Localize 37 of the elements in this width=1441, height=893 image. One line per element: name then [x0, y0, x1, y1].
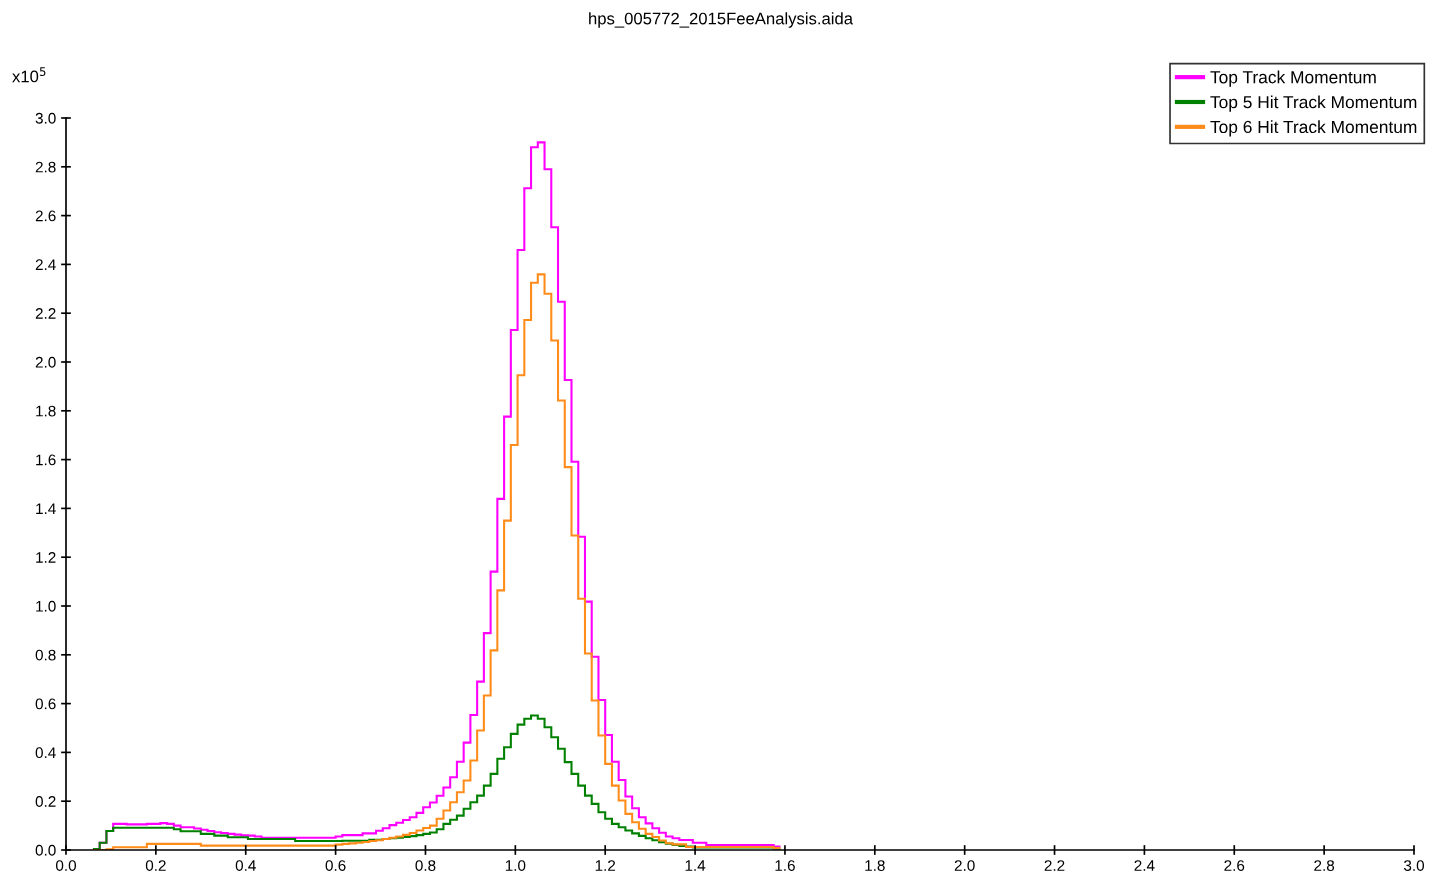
y-tick-label: 0.8	[35, 649, 56, 661]
x-tick-label: 2.0	[954, 860, 975, 871]
x-tick-label: 0.6	[325, 860, 346, 871]
x-tick-label: 0.0	[55, 860, 77, 871]
y-tick-label: 0.0	[35, 844, 56, 856]
x-tick-label: 2.6	[1224, 860, 1245, 871]
y-tick-label: 2.6	[35, 210, 56, 222]
x-tick-label: 2.4	[1134, 860, 1155, 871]
y-tick-label: 2.0	[35, 356, 56, 368]
y-tick-label: 2.2	[35, 308, 56, 319]
legend-label: Top 5 Hit Track Momentum	[1210, 95, 1417, 112]
y-tick-label: 2.4	[35, 259, 56, 270]
legend-label: Top Track Momentum	[1210, 70, 1376, 87]
x-tick-label: 3.0	[1403, 860, 1425, 871]
x-tick-label: 2.8	[1314, 860, 1335, 871]
x-tick-label: 1.8	[865, 860, 885, 871]
x-tick-label: 1.0	[505, 860, 526, 871]
y-tick-label: 1.0	[36, 600, 56, 612]
y-tick-label: 3.0	[35, 112, 56, 124]
y-axis-title: x10$^{5}$	[12, 67, 46, 83]
y-tick-label: 1.2	[36, 552, 56, 563]
x-tick-label: 0.2	[145, 860, 166, 871]
y-tick-label: 2.8	[35, 161, 56, 173]
x-tick-label: 1.4	[685, 860, 706, 871]
y-tick-label: 1.6	[36, 454, 56, 466]
y-tick-label: 0.6	[35, 698, 56, 710]
legend-label: Top 6 Hit Track Momentum	[1210, 120, 1417, 137]
x-tick-label: 0.4	[235, 860, 256, 871]
chart-title: hps_005772_2015FeeAnalysis.aida	[589, 12, 854, 28]
y-tick-label: 0.4	[35, 747, 56, 759]
y-tick-label: 1.8	[36, 405, 56, 417]
x-tick-label: 1.6	[775, 860, 795, 871]
x-tick-label: 0.8	[415, 860, 436, 871]
y-tick-label: 0.2	[35, 796, 56, 807]
x-tick-label: 2.2	[1044, 860, 1065, 871]
y-tick-label: 1.4	[36, 503, 56, 514]
x-tick-label: 1.2	[595, 860, 616, 871]
